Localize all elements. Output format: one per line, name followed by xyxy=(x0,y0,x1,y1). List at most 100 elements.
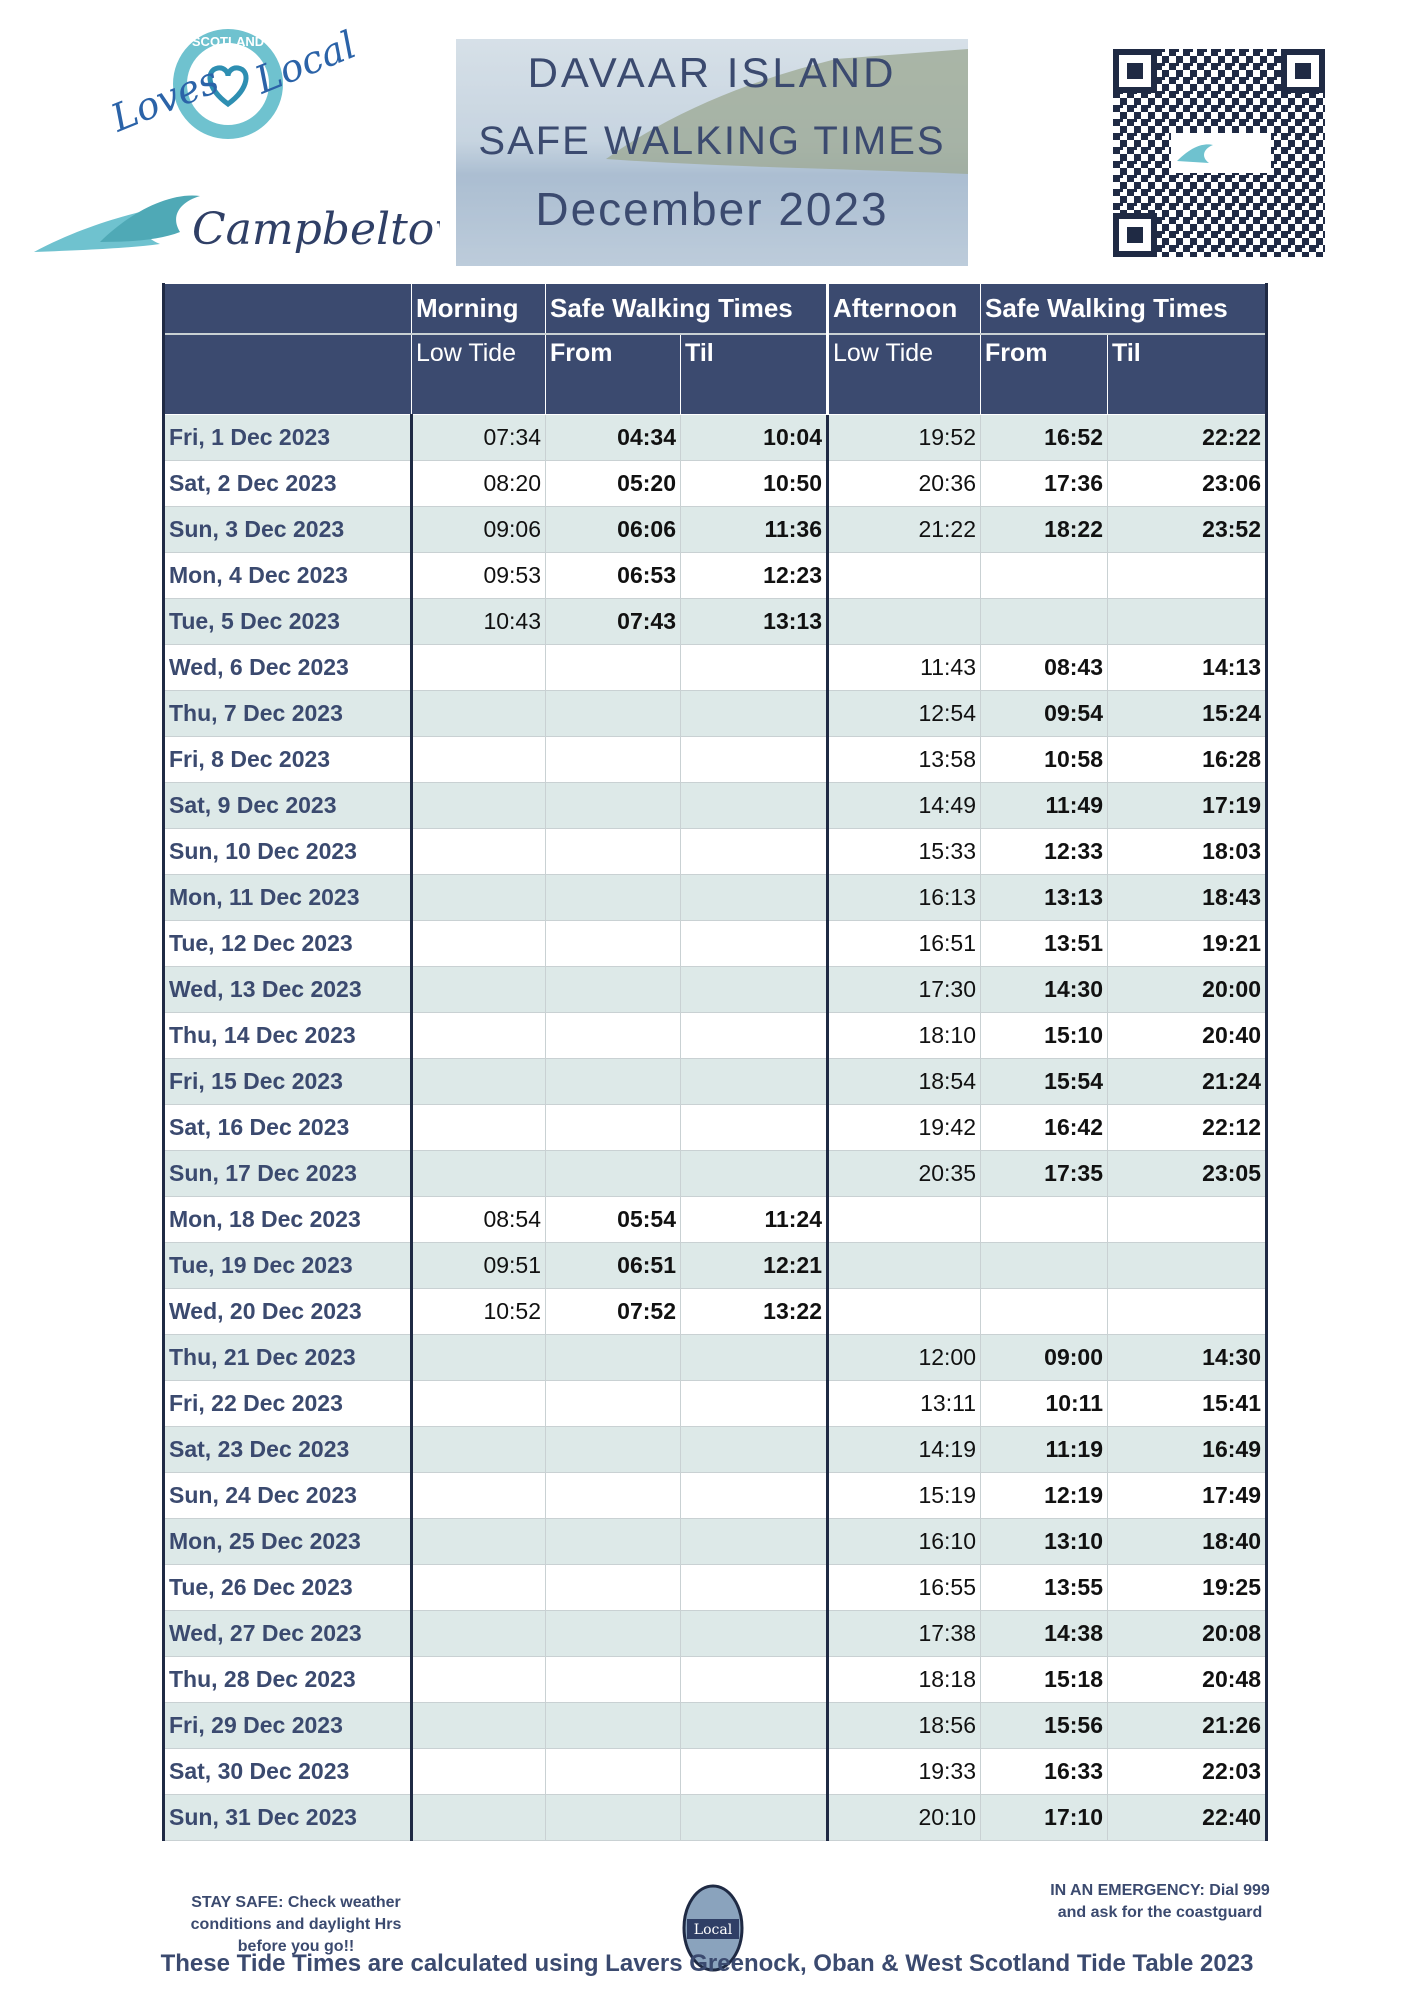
time-cell: 06:06 xyxy=(545,506,681,553)
header-cell: Morning xyxy=(411,283,546,335)
time-cell xyxy=(680,782,828,829)
time-cell xyxy=(1107,1196,1267,1243)
time-cell xyxy=(680,1656,828,1703)
table-row: Fri, 29 Dec 2023 18:56 15:56 21:26 xyxy=(163,1702,1267,1749)
time-cell xyxy=(680,828,828,875)
time-cell: 12:33 xyxy=(980,828,1108,875)
time-cell xyxy=(410,1656,546,1703)
badge-band xyxy=(687,1919,739,1939)
time-cell xyxy=(410,1150,546,1197)
time-cell xyxy=(410,782,546,829)
time-cell: 18:40 xyxy=(1107,1518,1267,1565)
time-cell: 17:30 xyxy=(826,966,981,1013)
time-cell: 15:19 xyxy=(826,1472,981,1519)
time-cell: 14:19 xyxy=(826,1426,981,1473)
header-row: Morning Safe Walking Times Afternoon Safe W… xyxy=(163,283,1267,335)
header-cell: Til xyxy=(680,333,828,415)
time-cell xyxy=(680,1702,828,1749)
time-cell xyxy=(680,1380,828,1427)
time-cell: 17:36 xyxy=(980,460,1108,507)
banner-island xyxy=(606,49,968,174)
table-row: Thu, 28 Dec 2023 18:18 15:18 20:48 xyxy=(163,1656,1267,1703)
date-cell: Sat, 9 Dec 2023 xyxy=(163,782,412,829)
time-cell: 12:21 xyxy=(680,1242,828,1289)
date-cell: Tue, 5 Dec 2023 xyxy=(163,598,412,645)
time-cell xyxy=(680,1104,828,1151)
time-cell: 20:48 xyxy=(1107,1656,1267,1703)
time-cell: 10:58 xyxy=(980,736,1108,783)
time-cell: 10:11 xyxy=(980,1380,1108,1427)
time-cell xyxy=(826,1288,981,1335)
time-cell: 13:11 xyxy=(826,1380,981,1427)
qr-finder xyxy=(1113,49,1325,257)
time-cell xyxy=(410,736,546,783)
time-cell: 23:05 xyxy=(1107,1150,1267,1197)
time-cell: 11:36 xyxy=(680,506,828,553)
time-cell xyxy=(826,1196,981,1243)
table-row: Sat, 9 Dec 2023 14:49 11:49 17:19 xyxy=(163,782,1267,829)
time-cell: 11:43 xyxy=(826,644,981,691)
table-row: Wed, 6 Dec 2023 11:43 08:43 14:13 xyxy=(163,644,1267,691)
table-row: Wed, 27 Dec 2023 17:38 14:38 20:08 xyxy=(163,1610,1267,1657)
time-cell: 08:20 xyxy=(410,460,546,507)
time-cell: 09:54 xyxy=(980,690,1108,737)
time-cell: 20:35 xyxy=(826,1150,981,1197)
time-cell: 16:13 xyxy=(826,874,981,921)
table-row: Mon, 4 Dec 2023 09:53 06:53 12:23 xyxy=(163,552,1267,599)
time-cell xyxy=(410,1794,546,1841)
time-cell xyxy=(410,1748,546,1795)
time-cell xyxy=(545,1472,681,1519)
table-row: Sun, 17 Dec 2023 20:35 17:35 23:05 xyxy=(163,1150,1267,1197)
time-cell xyxy=(410,874,546,921)
time-cell: 21:26 xyxy=(1107,1702,1267,1749)
time-cell xyxy=(545,690,681,737)
time-cell xyxy=(545,1334,681,1381)
time-cell: 23:52 xyxy=(1107,506,1267,553)
time-cell: 12:54 xyxy=(826,690,981,737)
time-cell xyxy=(980,552,1108,599)
time-cell: 17:10 xyxy=(980,1794,1108,1841)
table-row: Sat, 30 Dec 2023 19:33 16:33 22:03 xyxy=(163,1748,1267,1795)
time-cell: 11:19 xyxy=(980,1426,1108,1473)
time-cell: 21:22 xyxy=(826,506,981,553)
time-cell: 13:10 xyxy=(980,1518,1108,1565)
time-cell xyxy=(545,1012,681,1059)
loves-local-logo: SCOTLAND Loves Local xyxy=(110,23,360,141)
time-cell xyxy=(410,1564,546,1611)
time-cell xyxy=(1107,598,1267,645)
date-cell: Fri, 1 Dec 2023 xyxy=(163,414,412,461)
time-cell: 17:19 xyxy=(1107,782,1267,829)
logo-badge: SCOTLAND xyxy=(192,34,264,49)
time-cell xyxy=(410,1104,546,1151)
time-cell: 20:00 xyxy=(1107,966,1267,1013)
time-cell xyxy=(980,1288,1108,1335)
time-cell: 22:40 xyxy=(1107,1794,1267,1841)
time-cell: 14:30 xyxy=(1107,1334,1267,1381)
table-row: Mon, 11 Dec 2023 16:13 13:13 18:43 xyxy=(163,874,1267,921)
time-cell: 18:10 xyxy=(826,1012,981,1059)
time-cell xyxy=(980,598,1108,645)
date-cell: Thu, 7 Dec 2023 xyxy=(163,690,412,737)
table-row: Fri, 8 Dec 2023 13:58 10:58 16:28 xyxy=(163,736,1267,783)
date-cell: Sat, 2 Dec 2023 xyxy=(163,460,412,507)
time-cell xyxy=(410,1380,546,1427)
time-cell xyxy=(680,644,828,691)
date-cell: Wed, 27 Dec 2023 xyxy=(163,1610,412,1657)
time-cell xyxy=(680,1794,828,1841)
table-row: Sat, 23 Dec 2023 14:19 11:19 16:49 xyxy=(163,1426,1267,1473)
time-cell xyxy=(1107,1242,1267,1289)
time-cell: 07:52 xyxy=(545,1288,681,1335)
time-cell: 12:00 xyxy=(826,1334,981,1381)
date-cell: Sun, 10 Dec 2023 xyxy=(163,828,412,875)
time-cell: 09:53 xyxy=(410,552,546,599)
time-cell: 10:43 xyxy=(410,598,546,645)
table-row: Tue, 12 Dec 2023 16:51 13:51 19:21 xyxy=(163,920,1267,967)
table-row: Wed, 20 Dec 2023 10:52 07:52 13:22 xyxy=(163,1288,1267,1335)
time-cell xyxy=(826,552,981,599)
time-cell: 15:41 xyxy=(1107,1380,1267,1427)
time-cell: 13:58 xyxy=(826,736,981,783)
time-cell: 08:54 xyxy=(410,1196,546,1243)
header-cell xyxy=(163,283,412,335)
time-cell xyxy=(1107,1288,1267,1335)
local-badge: Local xyxy=(682,1884,744,1972)
